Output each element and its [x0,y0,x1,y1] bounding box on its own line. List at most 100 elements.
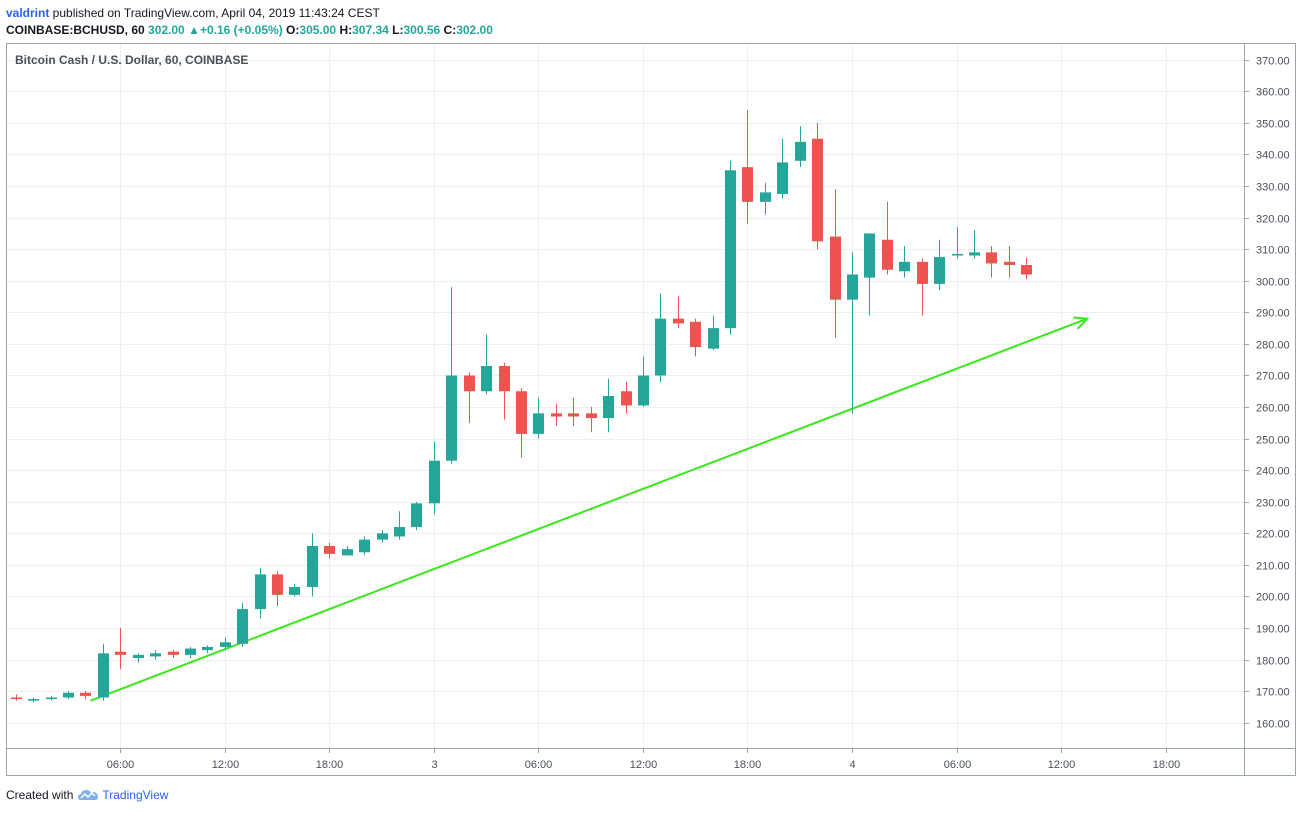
candle-up [899,246,910,278]
published-text: published on TradingView.com, April 04, … [49,6,380,20]
candle-body [899,261,910,272]
candle-body [1004,261,1015,265]
candle-down [324,542,335,559]
candle-up [150,650,161,660]
time-axis[interactable]: 06:00 12:00 18:00 3 06:00 12:00 18:00 4 06:00 12:… [107,748,1181,771]
candle-up [133,653,144,663]
candle-up [638,356,649,408]
candle-body [185,648,196,655]
open-value: 305.00 [299,23,337,37]
candle-up [760,182,771,215]
candle-up [533,397,544,439]
y-tick-label: 210.00 [1256,561,1290,573]
candle-up [63,691,74,700]
candle-up [411,501,422,531]
candle-body [760,192,771,202]
candle-up [864,233,875,316]
candle-up [377,530,388,543]
candle-body [63,692,74,698]
candle-body [133,654,144,659]
candle-down [1004,246,1015,278]
candle-up [394,511,405,540]
candle-body [394,527,405,537]
y-tick-label: 270.00 [1256,371,1290,383]
candle-body [969,252,980,256]
candle-down [551,403,562,426]
candle-body [516,391,527,434]
candle-up [795,126,806,168]
candle-body [46,697,57,700]
y-tick-label: 280.00 [1256,340,1290,352]
candle-body [499,366,510,392]
high-value: 307.34 [352,23,389,37]
candle-body [795,141,806,161]
y-tick-label: 200.00 [1256,592,1290,604]
candle-body [952,253,963,256]
y-tick-label: 170.00 [1256,687,1290,699]
x-tick-label: 06:00 [525,759,553,771]
candle-down [499,362,510,420]
candle-body [986,252,997,264]
candle-down [882,201,893,275]
candle-up [289,583,300,597]
y-tick-label: 350.00 [1256,119,1290,131]
candle-body [150,653,161,657]
low-label: L: [392,23,404,37]
candle-up [429,441,440,515]
candle-up [952,227,963,259]
candle-body [359,539,370,553]
trendline-layer[interactable] [90,316,1090,702]
candle-body [168,651,179,655]
candle-body [568,413,579,417]
candle-up [603,378,614,433]
candle-body [812,138,823,242]
candles-layer [11,110,1032,703]
candle-down [168,650,179,659]
x-tick-label: 06:00 [944,759,972,771]
candle-body [115,651,126,655]
candle-body [533,413,544,434]
candle-body [411,503,422,528]
candle-body [202,646,213,651]
candle-up [307,533,318,597]
y-tick-label: 300.00 [1256,277,1290,289]
y-tick-label: 230.00 [1256,498,1290,510]
y-tick-label: 180.00 [1256,656,1290,668]
candle-up [446,287,457,464]
candle-body [80,692,91,696]
chart-title: Bitcoin Cash / U.S. Dollar, 60, COINBASE [15,53,249,67]
trendline[interactable] [90,317,1088,702]
y-tick-label: 190.00 [1256,624,1290,636]
footer: Created with TradingView [6,788,168,802]
y-tick-label: 290.00 [1256,308,1290,320]
chart-frame [6,43,1296,776]
candle-up [655,293,666,382]
y-tick-label: 330.00 [1256,182,1290,194]
candle-body [934,257,945,284]
candle-up [237,602,248,647]
candle-up [255,568,266,619]
y-tick-label: 360.00 [1256,87,1290,99]
created-with-label: Created with [6,788,74,802]
tradingview-link[interactable]: TradingView [102,788,169,802]
candle-down [830,189,841,338]
candle-down [586,407,597,433]
candle-body [847,274,858,300]
price-axis[interactable]: 160.00 170.00 180.00 190.00 200.00 210.00 220.… [1244,56,1290,731]
author-link[interactable]: valdrint [6,6,50,20]
x-tick-label: 3 [431,759,437,771]
candle-body [621,391,632,406]
candle-down [80,691,91,700]
candle-up [185,646,196,659]
candle-body [220,642,231,647]
candle-body [272,574,283,595]
y-tick-label: 370.00 [1256,56,1290,68]
candle-body [28,699,39,701]
candle-body [289,586,300,595]
publish-line: valdrint published on TradingView.com, A… [6,5,493,22]
candle-body [342,549,353,556]
y-tick-label: 220.00 [1256,529,1290,541]
candle-up [934,239,945,291]
candle-up [46,695,57,701]
